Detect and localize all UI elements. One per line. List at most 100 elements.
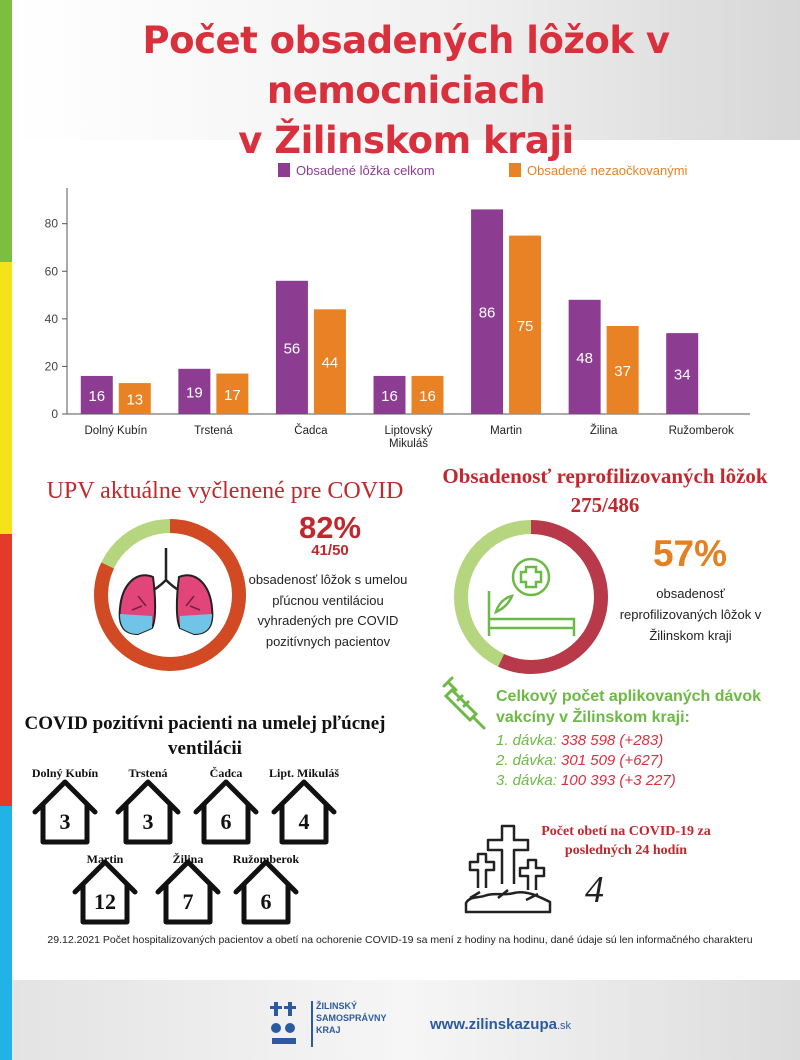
legend-label: Obsadené nezaočkovanými xyxy=(527,163,688,178)
upv-description: obsadenosť lôžok s umelou pľúcnou ventil… xyxy=(248,572,408,649)
bar-value-label: 75 xyxy=(517,318,534,335)
syringe-icon xyxy=(442,676,486,730)
house-label: Dolný Kubín xyxy=(31,766,99,780)
house-value: 6 xyxy=(220,809,232,834)
side-strip-green xyxy=(0,0,12,262)
region-logo-icon xyxy=(270,1002,296,1044)
house-icon xyxy=(193,779,259,845)
website-suffix[interactable]: .sk xyxy=(556,1020,572,1032)
house-label: Martin xyxy=(86,852,124,866)
house-label: Lipt. Mikuláš xyxy=(268,766,340,780)
bar-value-label: 56 xyxy=(284,340,301,357)
house-value: 12 xyxy=(94,889,116,914)
hospital-bed-icon xyxy=(487,557,576,636)
bar xyxy=(313,309,346,414)
logo-line2: SAMOSPRÁVNY xyxy=(316,1013,387,1023)
y-tick-label: 60 xyxy=(45,264,59,278)
bar-value-label: 16 xyxy=(419,388,436,405)
upv-title: UPV aktuálne vyčlenené pre COVID xyxy=(46,478,404,504)
upv-percent: 82% xyxy=(298,510,362,545)
bar xyxy=(471,209,504,414)
house-icon xyxy=(115,779,181,845)
bar-value-label: 13 xyxy=(126,392,143,409)
upv-ring xyxy=(94,519,246,671)
upv-ring-fill xyxy=(94,519,246,671)
house-label: Trstená xyxy=(128,766,168,780)
header-band xyxy=(12,0,800,140)
house-icon xyxy=(72,859,138,925)
footer-band xyxy=(12,980,800,1060)
footnote: 29.12.2021 Počet hospitalizovaných pacie… xyxy=(47,934,753,946)
logo-text: ŽILINSKÝ SAMOSPRÁVNY KRAJ xyxy=(316,1000,406,1036)
x-tick-label: Žilina xyxy=(590,424,618,437)
deaths-title: Počet obetí na COVID-19 za posledných 24… xyxy=(541,824,711,858)
house-icon xyxy=(233,859,299,925)
bar-value-label: 19 xyxy=(186,384,203,401)
ventilation-title: COVID pozitívni pacienti na umelej pľúcn… xyxy=(24,713,386,759)
house-value: 6 xyxy=(260,889,272,914)
dose-row: 3. dávka: 100 393 (+3 227) xyxy=(496,771,796,791)
reprofil-percent: 57% xyxy=(652,533,728,574)
bar xyxy=(568,299,601,414)
house-label: Ružomberok xyxy=(232,852,300,866)
dose-label: 1. dávka: xyxy=(496,732,557,749)
bar xyxy=(178,368,211,414)
bar-value-label: 16 xyxy=(381,388,398,405)
house-value: 4 xyxy=(298,809,310,834)
legend-label: Obsadené lôžka celkom xyxy=(296,163,435,178)
graves-icon xyxy=(464,824,552,914)
dose-row: 2. dávka: 301 509 (+627) xyxy=(496,751,796,771)
vaccines-title: Celkový počet aplikovaných dávok vakcíny… xyxy=(496,688,761,726)
website-link[interactable]: www.zilinskazupa.sk xyxy=(430,1016,571,1033)
bar xyxy=(666,333,699,414)
house-icon xyxy=(32,779,98,845)
bar-value-label: 44 xyxy=(322,355,339,372)
house-icons xyxy=(32,779,337,925)
dose-value: 338 598 (+283) xyxy=(561,732,664,749)
y-tick-label: 80 xyxy=(45,217,59,231)
dose-value: 100 393 (+3 227) xyxy=(561,772,676,789)
bar xyxy=(80,375,113,414)
house-icon xyxy=(155,859,221,925)
bar-value-label: 48 xyxy=(576,350,593,367)
bar xyxy=(118,383,151,414)
logo-line1: ŽILINSKÝ xyxy=(316,1001,358,1011)
bar xyxy=(411,375,444,414)
house-icon xyxy=(271,779,337,845)
deaths-value: 4 xyxy=(585,869,604,911)
upv-ratio: 41/50 xyxy=(311,542,349,559)
bar xyxy=(509,235,542,414)
logo-divider xyxy=(311,1001,313,1047)
reprofil-title-line1: Obsadenosť reprofilizovaných lôžok xyxy=(442,464,768,488)
house-value: 3 xyxy=(59,809,71,834)
bar-value-label: 86 xyxy=(479,305,496,322)
side-strip-blue xyxy=(0,806,12,1060)
page-title-line2: v Žilinskom kraji xyxy=(238,119,574,162)
page-title-line1: Počet obsadených lôžok v nemocniciach xyxy=(142,19,670,112)
house-value: 3 xyxy=(142,809,154,834)
reprofil-ring xyxy=(454,520,608,674)
reprofil-description: obsadenosť reprofilizovaných lôžok v Žil… xyxy=(619,586,762,643)
page-title: Počet obsadených lôžok v nemocniciach v … xyxy=(12,16,800,166)
reprofil-title-line2: 275/486 xyxy=(570,493,640,517)
bar-value-label: 16 xyxy=(88,388,105,405)
dose-label: 3. dávka: xyxy=(496,772,557,789)
y-tick-label: 20 xyxy=(45,359,59,373)
vaccines-list: 1. dávka: 338 598 (+283) 2. dávka: 301 5… xyxy=(496,731,796,791)
x-tick-label: Trstená xyxy=(194,425,233,437)
legend-swatch xyxy=(509,163,521,177)
dose-value: 301 509 (+627) xyxy=(561,752,664,769)
bar xyxy=(606,325,639,414)
side-strip-red xyxy=(0,534,12,806)
dose-row: 1. dávka: 338 598 (+283) xyxy=(496,731,796,751)
x-tick-label: Martin xyxy=(490,425,522,437)
house-label: Čadca xyxy=(209,766,243,780)
legend-swatch xyxy=(278,163,290,177)
x-tick-label: Čadca xyxy=(294,424,328,437)
x-tick-label: Ružomberok xyxy=(669,425,734,437)
logo-line3: KRAJ xyxy=(316,1025,341,1035)
website-main[interactable]: www.zilinskazupa xyxy=(430,1016,557,1033)
y-tick-label: 0 xyxy=(51,407,58,421)
bar xyxy=(216,373,249,414)
